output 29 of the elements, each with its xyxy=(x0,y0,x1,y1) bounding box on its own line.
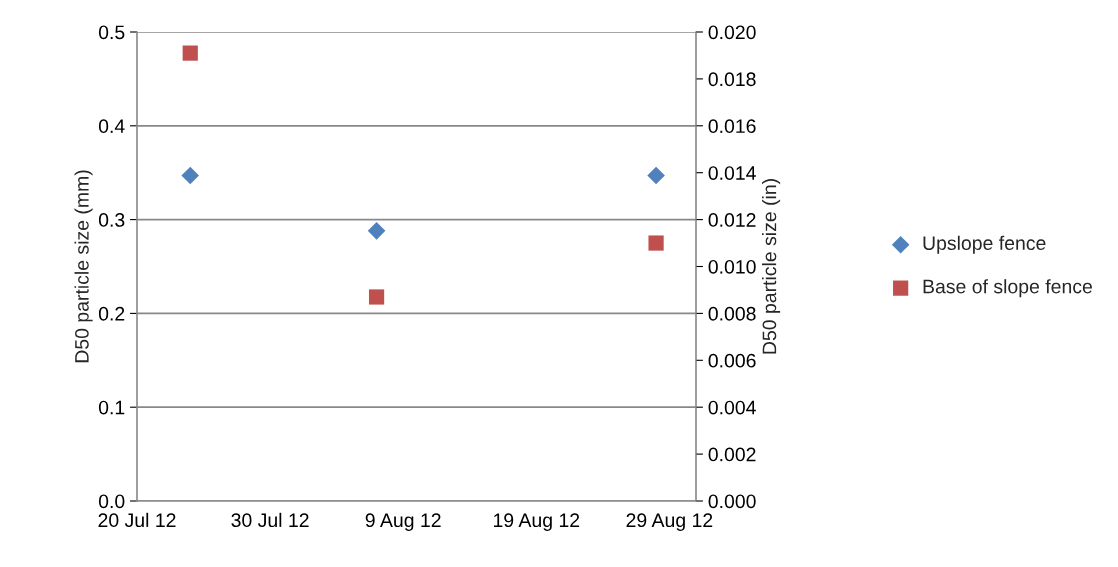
y2-tick-label: 0.016 xyxy=(708,119,756,134)
y2-tick-label: 0.018 xyxy=(708,72,756,87)
x-tick-label: 29 Aug 12 xyxy=(626,513,713,531)
y2-tick-label: 0.012 xyxy=(708,213,756,227)
y-tick-label: 0.5 xyxy=(98,25,125,40)
point xyxy=(368,289,385,305)
y-tick-label: 0.3 xyxy=(98,213,125,227)
y2-tick-label: 0.014 xyxy=(708,166,756,180)
y2-tick-label: 0.004 xyxy=(708,400,756,415)
y2-tick-label: 0.008 xyxy=(708,306,756,321)
x-tick-label: 19 Aug 12 xyxy=(493,513,580,531)
point xyxy=(182,45,198,61)
legend-label: Base of slope fence xyxy=(923,279,1092,298)
y2-tick-label: 0.020 xyxy=(708,25,756,40)
y-tick-label: 0.2 xyxy=(98,306,125,321)
y-tick-label: 0.4 xyxy=(98,119,125,134)
y2-tick-label: 0.002 xyxy=(708,447,756,462)
y2-tick-label: 0.006 xyxy=(708,353,756,368)
y-tick-label: 0.1 xyxy=(98,400,125,415)
y2-tick-label: 0.010 xyxy=(708,259,756,274)
x-tick-label: 20 Jul 12 xyxy=(98,512,176,528)
y-tick-label: 0.0 xyxy=(98,494,125,509)
point xyxy=(648,235,664,251)
legend-label: Upslope fence xyxy=(923,235,1046,254)
x-tick-label: 30 Jul 12 xyxy=(231,512,309,528)
y2-axis-title: D50 particle size (in) xyxy=(762,179,781,354)
x-tick-label: 9 Aug 12 xyxy=(365,513,441,531)
y2-tick-label: 0.000 xyxy=(708,494,756,509)
y-axis-title: D50 particle size (mm) xyxy=(74,170,93,363)
